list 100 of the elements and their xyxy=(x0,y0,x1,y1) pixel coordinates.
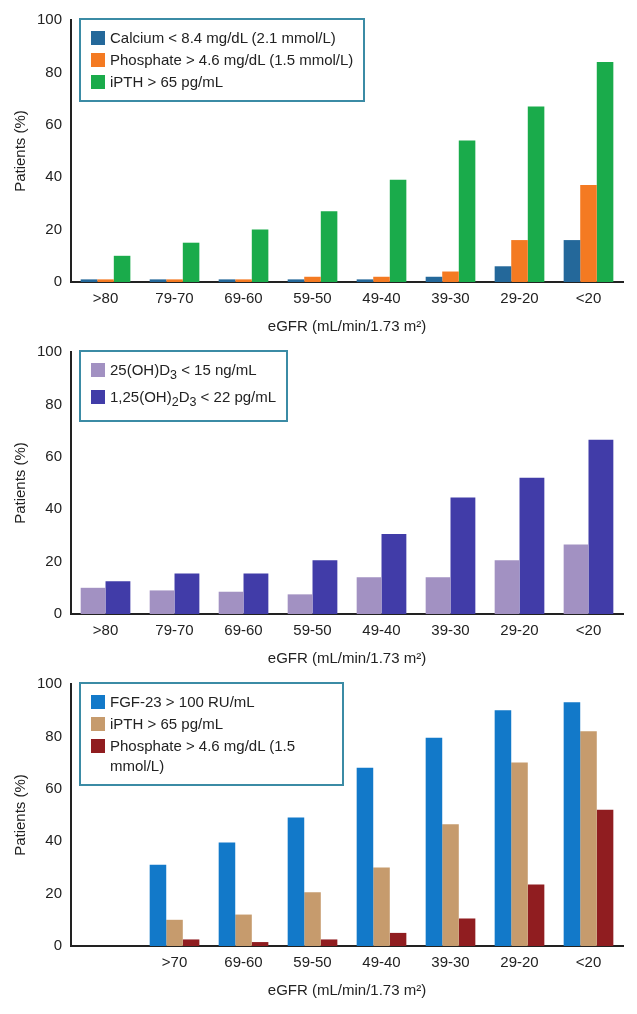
bar xyxy=(563,702,581,946)
bar xyxy=(182,242,200,282)
bar xyxy=(527,884,545,946)
legend-label: iPTH > 65 pg/mL xyxy=(110,72,223,92)
bar xyxy=(356,767,374,946)
bar xyxy=(356,577,382,614)
bar xyxy=(287,817,305,946)
x-tick-label: 69-60 xyxy=(224,289,263,307)
bar xyxy=(519,477,545,614)
bar xyxy=(580,185,597,282)
bar xyxy=(105,581,131,614)
bar xyxy=(287,594,313,614)
y-tick-label: 0 xyxy=(53,272,63,290)
bar xyxy=(218,591,244,614)
y-tick-label: 60 xyxy=(45,446,63,464)
x-tick-label: 39-30 xyxy=(431,289,470,307)
x-axis-title: eGFR (mL/min/1.73 m²) xyxy=(267,317,427,335)
bar xyxy=(251,942,269,946)
x-tick-label: >80 xyxy=(92,289,119,307)
bar xyxy=(494,710,512,946)
y-tick-label: 40 xyxy=(45,499,63,517)
bar xyxy=(494,266,512,282)
y-tick-label: 100 xyxy=(37,674,63,692)
bar xyxy=(425,577,451,614)
bar xyxy=(235,279,252,282)
x-tick-label: 49-40 xyxy=(362,621,401,639)
legend-label: iPTH > 65 pg/mL xyxy=(110,714,223,734)
y-tick-label: 20 xyxy=(45,883,63,901)
bar xyxy=(373,276,390,282)
y-axis-title: Patients (%) xyxy=(11,110,29,192)
bar xyxy=(218,842,236,946)
x-tick-label: <20 xyxy=(575,953,602,971)
bar xyxy=(312,560,338,614)
x-tick-label: >80 xyxy=(92,621,119,639)
x-tick-label: 49-40 xyxy=(362,289,401,307)
legend-label: 25(OH)D$_{3}$ < 15 ng/mL xyxy=(110,360,257,384)
y-tick-label: 0 xyxy=(53,936,63,954)
bar xyxy=(182,939,200,946)
bar xyxy=(588,439,614,614)
y-axis-title: Patients (%) xyxy=(11,774,29,856)
bar xyxy=(511,762,528,946)
y-tick-label: 100 xyxy=(37,10,63,28)
bar xyxy=(218,279,236,282)
x-tick-label: 59-50 xyxy=(293,953,332,971)
x-tick-label: 49-40 xyxy=(362,953,401,971)
legend-label: Calcium < 8.4 mg/dL (2.1 mmol/L) xyxy=(110,28,336,48)
bar xyxy=(149,590,175,614)
x-tick-label: 29-20 xyxy=(500,621,539,639)
bar xyxy=(494,560,520,614)
bar xyxy=(511,240,528,282)
x-axis-title: eGFR (mL/min/1.73 m²) xyxy=(267,981,427,999)
bar xyxy=(251,229,269,282)
x-tick-label: <20 xyxy=(575,621,602,639)
y-tick-label: 20 xyxy=(45,219,63,237)
y-tick-label: 80 xyxy=(45,62,63,80)
bar xyxy=(97,279,114,282)
bar xyxy=(287,279,305,282)
y-tick-label: 0 xyxy=(53,604,63,622)
bar xyxy=(389,179,407,282)
y-tick-label: 40 xyxy=(45,831,63,849)
bar xyxy=(304,276,321,282)
bar xyxy=(149,864,167,946)
bar xyxy=(596,809,614,946)
y-axis-title: Patients (%) xyxy=(11,442,29,524)
bar xyxy=(166,279,183,282)
x-tick-label: 69-60 xyxy=(224,621,263,639)
bar xyxy=(458,918,476,946)
x-tick-label: 29-20 xyxy=(500,953,539,971)
y-tick-label: 60 xyxy=(45,778,63,796)
bar xyxy=(389,932,407,946)
bar xyxy=(80,279,98,282)
y-tick-label: 20 xyxy=(45,551,63,569)
bar xyxy=(320,939,338,946)
y-tick-label: 60 xyxy=(45,114,63,132)
bar xyxy=(174,573,200,614)
x-tick-label: 59-50 xyxy=(293,289,332,307)
y-tick-label: 80 xyxy=(45,394,63,412)
bar xyxy=(450,497,476,614)
bar xyxy=(320,211,338,282)
legend-label: Phosphate > 4.6 mg/dL (1.5 mmol/L) xyxy=(110,50,354,70)
x-tick-label: 79-70 xyxy=(155,289,194,307)
bar xyxy=(113,255,131,282)
x-axis-title: eGFR (mL/min/1.73 m²) xyxy=(267,649,427,667)
bar xyxy=(442,824,459,946)
legend-label: 1,25(OH)$_{2}$D$_{3}$ < 22 pg/mL xyxy=(110,387,277,411)
bar xyxy=(563,544,589,614)
bar xyxy=(373,867,390,946)
bar xyxy=(243,573,269,614)
legend-label: FGF-23 > 100 RU/mL xyxy=(110,692,255,712)
bar xyxy=(381,534,407,614)
bar xyxy=(442,271,459,282)
bar xyxy=(235,914,252,946)
legend-label: Phosphate > 4.6 mg/dL (1.5 mmol/L) xyxy=(110,736,296,776)
x-tick-label: >70 xyxy=(161,953,188,971)
x-tick-label: 69-60 xyxy=(224,953,263,971)
bar xyxy=(166,919,183,946)
bar xyxy=(458,140,476,282)
x-tick-label: 79-70 xyxy=(155,621,194,639)
bar xyxy=(580,731,597,946)
y-tick-label: 100 xyxy=(37,342,63,360)
